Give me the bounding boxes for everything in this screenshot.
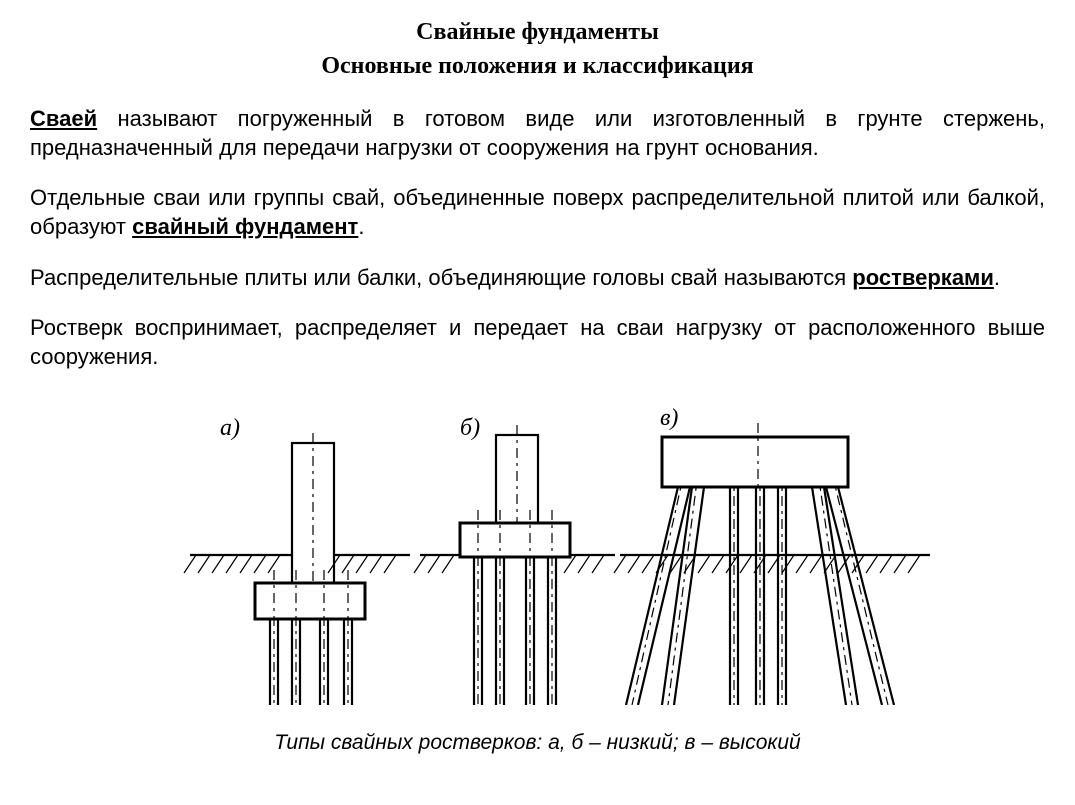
paragraph-3: Распределительные плиты или балки, объед…: [30, 264, 1045, 293]
paragraph-1: Сваей называют погруженный в готовом вид…: [30, 105, 1045, 162]
figure-container: а) б) в): [30, 405, 1045, 725]
svg-text:б): б): [460, 415, 480, 441]
p2-post: .: [358, 214, 364, 239]
p3-pre: Распределительные плиты или балки, объед…: [30, 265, 852, 290]
document-page: Свайные фундаменты Основные положения и …: [0, 0, 1075, 805]
term-pile: Сваей: [30, 106, 97, 131]
p3-post: .: [994, 265, 1000, 290]
title-line-2: Основные положения и классификация: [321, 53, 753, 79]
p1-rest: называют погруженный в готовом виде или …: [30, 106, 1045, 160]
paragraph-2: Отдельные сваи или группы свай, объедине…: [30, 184, 1045, 241]
svg-text:а): а): [220, 415, 240, 441]
title-line-1: Свайные фундаменты: [416, 19, 659, 45]
page-title: Свайные фундаменты Основные положения и …: [30, 16, 1045, 83]
term-pile-foundation: свайный фундамент: [132, 214, 358, 239]
svg-text:в): в): [660, 405, 678, 431]
term-grillage: ростверками: [852, 265, 994, 290]
paragraph-4: Ростверк воспринимает, распределяет и пе…: [30, 314, 1045, 371]
pile-diagram-svg: а) б) в): [30, 405, 1045, 705]
figure-caption: Типы свайных ростверков: а, б – низкий; …: [30, 731, 1045, 755]
